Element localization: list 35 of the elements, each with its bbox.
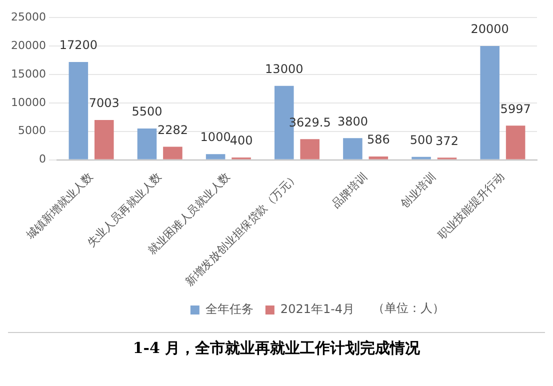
y-tick-label: 0 bbox=[38, 152, 46, 166]
y-tick-label: 5000 bbox=[18, 124, 46, 138]
y-tick-label: 25000 bbox=[10, 10, 46, 24]
x-tick-label: 品牌培训 bbox=[329, 170, 370, 211]
data-label: 5997 bbox=[500, 102, 531, 116]
bar bbox=[506, 126, 526, 160]
data-label: 20000 bbox=[470, 22, 509, 36]
bar bbox=[94, 120, 114, 160]
bar bbox=[137, 128, 157, 160]
data-label: 13000 bbox=[265, 62, 304, 76]
data-label: 586 bbox=[366, 132, 390, 147]
bar bbox=[206, 154, 226, 160]
legend-label: 全年任务 bbox=[205, 302, 254, 316]
bar bbox=[163, 146, 182, 160]
data-label: 5500 bbox=[132, 104, 162, 119]
data-label: 17200 bbox=[59, 38, 98, 52]
data-label: 7003 bbox=[88, 96, 120, 110]
y-tick-label: 10000 bbox=[10, 96, 46, 109]
data-label: 2282 bbox=[157, 122, 188, 137]
data-label: 3800 bbox=[337, 114, 368, 128]
y-tick-label: 20000 bbox=[10, 38, 46, 52]
y-tick-label: 15000 bbox=[10, 67, 46, 80]
data-label: 500 bbox=[410, 133, 433, 148]
bar bbox=[412, 156, 431, 160]
data-label: 400 bbox=[230, 134, 253, 148]
text: 1-4 月，全市就业再就业工作计划完成情况 bbox=[132, 339, 422, 358]
bar bbox=[300, 139, 320, 160]
data-label: 372 bbox=[436, 134, 458, 148]
bar bbox=[368, 156, 388, 160]
bar bbox=[68, 62, 88, 160]
data-label: 1000 bbox=[200, 130, 231, 144]
text: （单位：人） bbox=[372, 301, 444, 316]
bar bbox=[343, 138, 362, 160]
bar bbox=[480, 46, 500, 160]
legend-label: 2021年1-4月 bbox=[280, 302, 355, 316]
